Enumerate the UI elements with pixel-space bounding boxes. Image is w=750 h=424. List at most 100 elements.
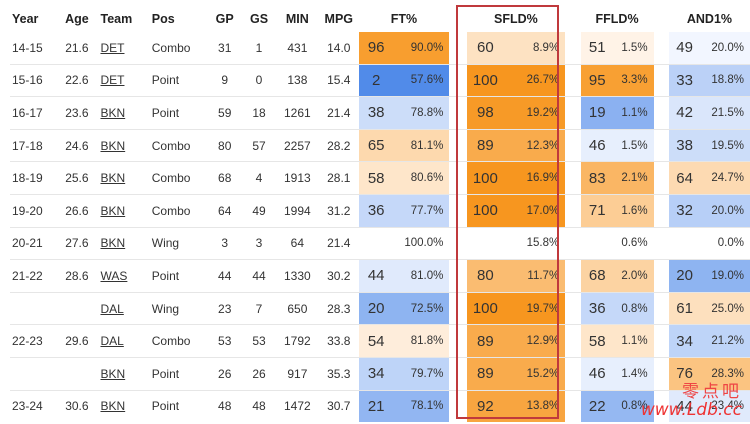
cell-team[interactable]: BKN [98,227,150,261]
col-header-min[interactable]: MIN [285,12,309,26]
team-link[interactable]: BKN [100,171,126,186]
col-header-sfld[interactable]: SFLD% [494,12,538,26]
table-row: 15-16 22.6 DET Point 9 0 138 15.4 2 57.6% 100 26.7%… [10,64,750,98]
cell-sfld-percentile: 92 [466,390,505,423]
cell-age: 22.6 [55,64,99,98]
cell-mpg: 14.0 [319,32,359,65]
team-link[interactable]: DET [100,40,125,55]
cell-ffld-percentile: 46 [580,357,614,391]
team-link[interactable]: BKN [100,366,126,381]
team-link[interactable]: BKN [100,138,126,153]
team-link[interactable]: DAL [100,334,124,349]
cell-ft-value: 78.8% [393,96,450,130]
cell-spacer [653,96,669,130]
cell-mpg: 31.2 [319,194,359,228]
header-row: Year Age Team Pos GP GS MIN MPG FT% SFLD… [10,6,750,32]
cell-year: 19-20 [10,194,56,228]
cell-team[interactable]: WAS [98,259,150,293]
cell-ffld-value: 1.6% [613,194,654,228]
cell-team[interactable]: BKN [98,390,149,422]
cell-ffld-value: 1.5% [613,129,654,163]
col-header-age[interactable]: Age [65,12,89,26]
cell-pos: Wing [149,292,208,326]
cell-team[interactable]: BKN [98,194,150,228]
cell-ft-value: 81.8% [393,324,450,358]
team-link[interactable]: DET [100,73,125,88]
cell-spacer [565,390,580,422]
col-header-gs[interactable]: GS [249,12,269,26]
cell-spacer [565,227,581,261]
cell-team[interactable]: BKN [98,357,150,391]
team-link[interactable]: WAS [100,268,128,283]
cell-and1-percentile: 32 [668,194,701,228]
col-header-year[interactable]: Year [12,12,39,26]
header-spacer [565,6,580,32]
team-link[interactable]: BKN [100,236,126,251]
cell-team[interactable]: DET [98,32,150,65]
cell-ffld-percentile: 36 [580,292,614,326]
cell-gp: 64 [207,194,243,228]
cell-pos: Wing [149,227,208,261]
cell-team[interactable]: DET [98,64,150,98]
table-row: 17-18 24.6 BKN Combo 80 57 2257 28.2 65 81.1% 89 12… [10,129,750,163]
cell-gs: 26 [242,357,276,391]
cell-gp: 3 [207,227,243,261]
cell-ft-value: 90.0% [393,32,450,65]
cell-team[interactable]: DAL [98,292,150,326]
cell-spacer [449,292,467,326]
cell-min: 2257 [275,129,320,163]
cell-gp: 68 [207,161,243,195]
cell-ft-value: 79.7% [393,357,450,391]
cell-year: 16-17 [10,96,56,130]
table-row: 16-17 23.6 BKN Point 59 18 1261 21.4 38 78.8% 98 19… [10,96,750,130]
cell-spacer [449,161,467,195]
team-link[interactable]: BKN [100,203,126,218]
col-header-pos[interactable]: Pos [151,12,175,26]
cell-spacer [449,96,467,130]
col-header-gp[interactable]: GP [215,12,234,26]
cell-pos: Point [151,399,180,414]
cell-year: 21-22 [10,259,56,293]
team-link[interactable]: BKN [100,399,126,414]
cell-gp: 31 [207,32,243,65]
team-link[interactable]: DAL [100,301,124,316]
header-spacer [654,6,669,32]
cell-pos: Combo [149,324,208,358]
cell-team[interactable]: BKN [98,161,150,195]
cell-gs: 4 [242,161,276,195]
cell-ffld-percentile: 51 [580,32,614,65]
col-header-and1[interactable]: AND1% [686,12,733,26]
cell-ft-percentile: 44 [358,259,394,293]
cell-pos: Combo [149,194,208,228]
cell-ft-value: 78.1% [393,390,450,423]
cell-and1-value: 24.7% [700,161,750,195]
cell-gs: 1 [242,32,276,65]
team-link[interactable]: BKN [100,105,126,120]
col-header-ffld[interactable]: FFLD% [595,12,639,26]
cell-ffld-value: 2.0% [613,259,654,293]
table-row: 21-22 28.6 WAS Point 44 44 1330 30.2 44 81.0% 80 11… [10,259,750,293]
cell-team[interactable]: DAL [98,324,150,358]
cell-sfld-value: 19.7% [504,292,566,326]
cell-sfld-percentile: 89 [466,357,505,391]
cell-pos: Point [149,357,208,391]
cell-year: 22-23 [10,324,56,358]
col-header-team[interactable]: Team [100,12,133,26]
cell-spacer [565,32,581,65]
cell-team[interactable]: BKN [98,129,150,163]
col-header-mpg[interactable]: MPG [324,12,354,26]
cell-spacer [449,227,467,261]
cell-spacer [565,194,581,228]
cell-mpg: 28.1 [319,161,359,195]
col-header-ft[interactable]: FT% [390,12,418,26]
cell-sfld-value: 17.0% [504,194,566,228]
cell-and1-value: 20.0% [700,32,750,65]
cell-year: 14-15 [10,32,56,65]
cell-gp: 48 [218,399,232,414]
cell-age: 28.6 [55,259,99,293]
cell-and1-value: 18.8% [700,64,750,98]
cell-team[interactable]: BKN [98,96,150,130]
cell-gs: 57 [242,129,276,163]
cell-spacer [653,259,669,293]
cell-spacer [653,32,669,65]
